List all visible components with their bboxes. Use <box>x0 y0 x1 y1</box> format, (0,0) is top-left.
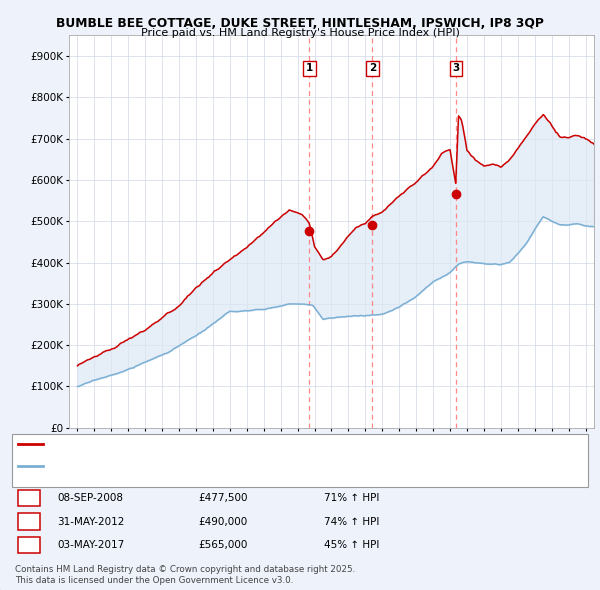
Text: BUMBLE BEE COTTAGE, DUKE STREET, HINTLESHAM, IPSWICH, IP8 3QP (detached house): BUMBLE BEE COTTAGE, DUKE STREET, HINTLES… <box>46 439 467 448</box>
Text: 1: 1 <box>305 64 313 73</box>
Text: 3: 3 <box>25 540 32 550</box>
Text: 1: 1 <box>25 493 32 503</box>
Text: 45% ↑ HPI: 45% ↑ HPI <box>324 540 379 550</box>
Text: 71% ↑ HPI: 71% ↑ HPI <box>324 493 379 503</box>
Text: 3: 3 <box>452 64 460 73</box>
Text: Contains HM Land Registry data © Crown copyright and database right 2025.
This d: Contains HM Land Registry data © Crown c… <box>15 565 355 585</box>
Text: £565,000: £565,000 <box>198 540 247 550</box>
Text: 2: 2 <box>25 517 32 526</box>
Text: 08-SEP-2008: 08-SEP-2008 <box>57 493 123 503</box>
Text: Price paid vs. HM Land Registry's House Price Index (HPI): Price paid vs. HM Land Registry's House … <box>140 28 460 38</box>
Text: £477,500: £477,500 <box>198 493 248 503</box>
Text: £490,000: £490,000 <box>198 517 247 526</box>
Text: 03-MAY-2017: 03-MAY-2017 <box>57 540 124 550</box>
Text: 31-MAY-2012: 31-MAY-2012 <box>57 517 124 526</box>
Text: BUMBLE BEE COTTAGE, DUKE STREET, HINTLESHAM, IPSWICH, IP8 3QP: BUMBLE BEE COTTAGE, DUKE STREET, HINTLES… <box>56 17 544 30</box>
Text: 2: 2 <box>369 64 376 73</box>
Text: HPI: Average price, detached house, Babergh: HPI: Average price, detached house, Babe… <box>46 461 262 471</box>
Text: 74% ↑ HPI: 74% ↑ HPI <box>324 517 379 526</box>
